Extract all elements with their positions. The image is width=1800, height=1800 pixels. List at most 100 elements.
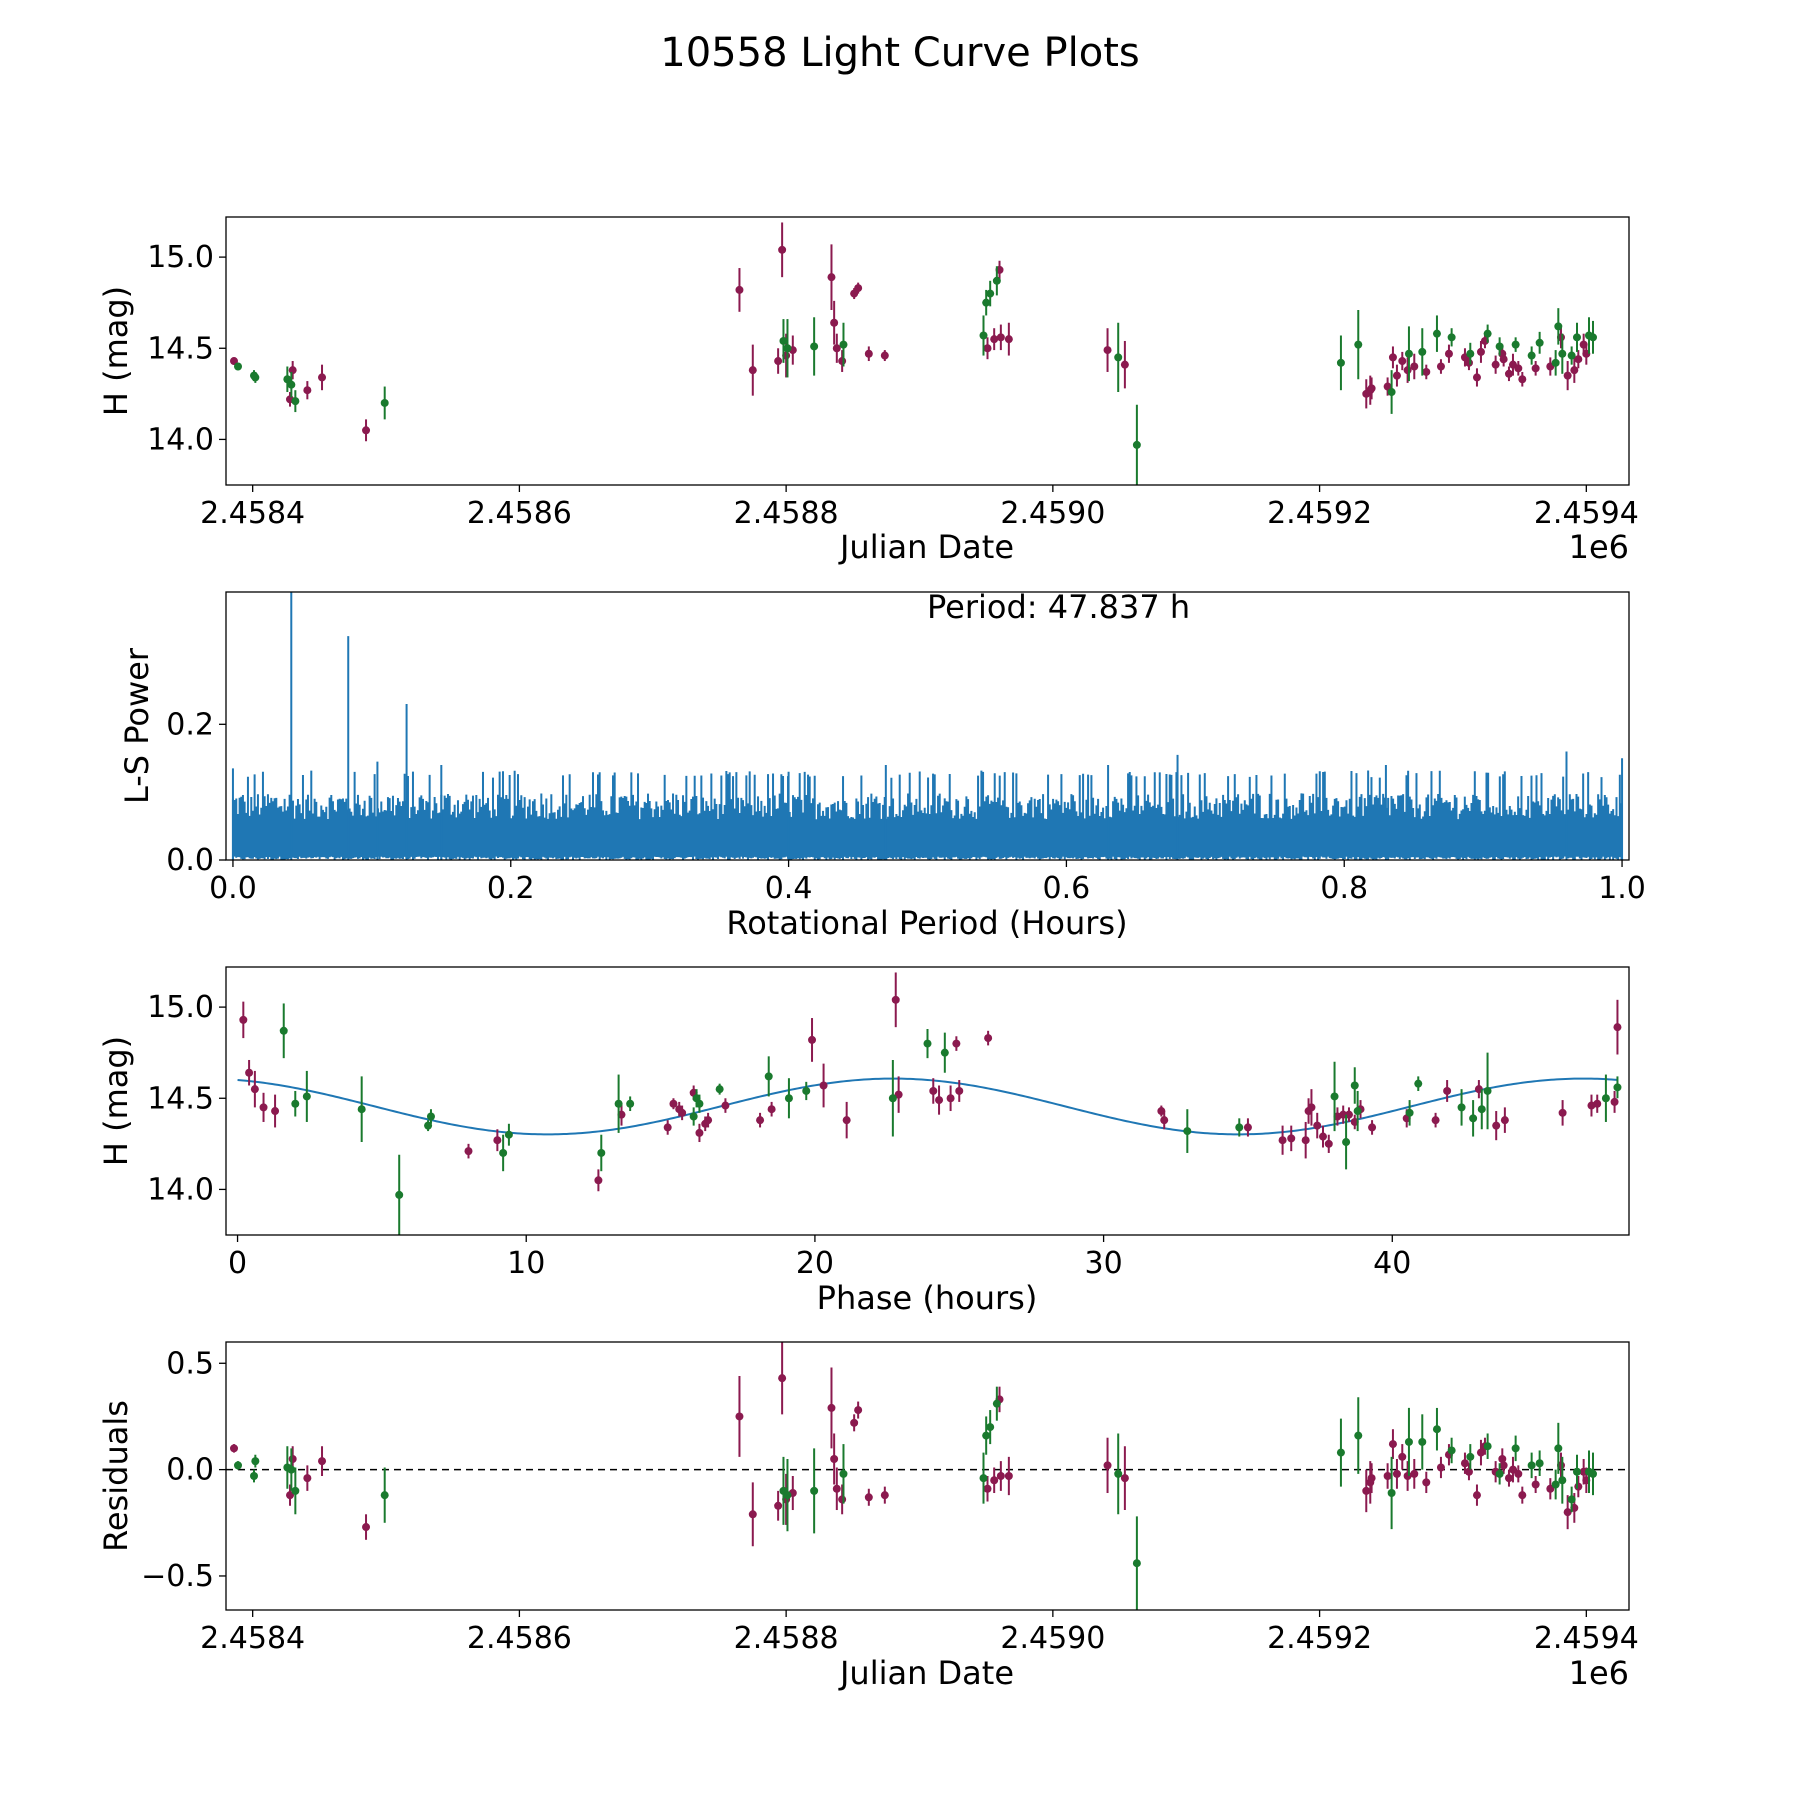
lightcurve-point	[1574, 355, 1583, 364]
phased-point	[464, 1147, 473, 1156]
phased-xtick-label: 20	[796, 1246, 834, 1281]
lightcurve-point	[1572, 333, 1581, 342]
lightcurve-point	[1383, 382, 1392, 391]
lightcurve-point	[778, 245, 787, 254]
phased-point	[888, 1094, 897, 1103]
phased-point	[663, 1123, 672, 1132]
phased-point	[493, 1136, 502, 1145]
phased-point	[935, 1096, 944, 1105]
lightcurve-point	[735, 285, 744, 294]
residuals-point	[1103, 1461, 1112, 1470]
phased-point	[669, 1099, 678, 1108]
lightcurve-point	[779, 336, 788, 345]
residuals-point	[1464, 1467, 1473, 1476]
periodogram-xtick-label: 0.4	[765, 871, 813, 906]
lightcurve-point	[1558, 349, 1567, 358]
periodogram-annotation: Period: 47.837 h	[927, 588, 1190, 626]
lightcurve-xtick-label: 2.4590	[1000, 496, 1105, 531]
residuals-point	[827, 1403, 836, 1412]
phased-point	[1457, 1103, 1466, 1112]
lightcurve-marks	[230, 222, 1597, 485]
residuals-point	[990, 1476, 999, 1485]
periodogram-xtick-label: 0.8	[1320, 871, 1368, 906]
residuals-point	[286, 1491, 295, 1500]
lightcurve-point	[1483, 329, 1492, 338]
residuals-point	[1558, 1476, 1567, 1485]
phased-point	[395, 1190, 404, 1199]
lightcurve-point	[251, 373, 260, 382]
figure-title: 10558 Light Curve Plots	[660, 30, 1139, 76]
lightcurve-point	[1388, 353, 1397, 362]
residuals-point	[735, 1412, 744, 1421]
phased-panel: 0 10 20 30 40 14.0 14.5 15.0 Phase (hours) H (m…	[97, 966, 1630, 1317]
residuals-point	[983, 1484, 992, 1493]
lightcurve-panel: 2.4584 2.4586 2.4588 2.4590 2.4592 2.4594 14.0…	[97, 216, 1639, 566]
residuals-panel: 2.4584 2.4586 2.4588 2.4590 2.4592 2.4594 −0.5…	[97, 1341, 1639, 1692]
residuals-ylabel: Residuals	[97, 1400, 135, 1552]
phased-point	[1353, 1107, 1362, 1116]
residuals-point	[1531, 1480, 1540, 1489]
residuals-marks	[226, 1342, 1629, 1610]
residuals-point	[778, 1374, 787, 1383]
phased-point	[689, 1112, 698, 1121]
periodogram-xtick-label: 0.2	[487, 871, 535, 906]
lightcurve-point	[982, 298, 991, 307]
phased-point	[245, 1068, 254, 1077]
lightcurve-point	[1514, 364, 1523, 373]
lightcurve-point	[1527, 351, 1536, 360]
residuals-xtick-label: 2.4592	[1267, 1621, 1372, 1656]
lightcurve-point	[986, 289, 995, 298]
phased-point	[715, 1085, 724, 1094]
lightcurve-point	[1504, 369, 1513, 378]
lightcurve-point	[1499, 355, 1508, 364]
lightcurve-point	[1535, 338, 1544, 347]
periodogram-xtick-label: 0.6	[1043, 871, 1091, 906]
phased-point	[1160, 1116, 1169, 1125]
lightcurve-point	[1114, 353, 1123, 362]
lightcurve-point	[1495, 342, 1504, 351]
lightcurve-point	[1004, 335, 1013, 344]
residuals-point	[1554, 1444, 1563, 1453]
lightcurve-point	[230, 357, 239, 366]
residuals-point	[1466, 1452, 1475, 1461]
phased-xtick-label: 10	[507, 1246, 545, 1281]
lightcurve-ytick-label: 15.0	[147, 240, 214, 275]
lightcurve-point	[1567, 351, 1576, 360]
lightcurve-point	[1476, 347, 1485, 356]
phased-point	[1558, 1108, 1567, 1117]
phased-point	[1287, 1134, 1296, 1143]
residuals-point	[1392, 1469, 1401, 1478]
periodogram-marks	[231, 592, 1624, 860]
phased-point	[955, 1086, 964, 1095]
phased-point	[259, 1103, 268, 1112]
residuals-point	[1120, 1474, 1129, 1483]
phased-point	[721, 1101, 730, 1110]
phased-point	[1500, 1116, 1509, 1125]
phased-point	[1342, 1138, 1351, 1147]
lightcurve-point	[234, 362, 243, 371]
lightcurve-point	[830, 318, 839, 327]
periodogram-xtick-label: 1.0	[1598, 871, 1646, 906]
residuals-point	[1404, 1437, 1413, 1446]
residuals-xtick-label: 2.4590	[1000, 1621, 1105, 1656]
periodogram-ticks: 0.0 0.2 0.4 0.6 0.8 1.0 0.0 0.2	[166, 707, 1646, 906]
lightcurve-point	[1392, 371, 1401, 380]
residuals-point	[982, 1431, 991, 1440]
phased-point	[1278, 1136, 1287, 1145]
residuals-point	[1460, 1459, 1469, 1468]
lightcurve-point	[1466, 349, 1475, 358]
lightcurve-point	[1132, 440, 1141, 449]
phased-point	[819, 1081, 828, 1090]
lightcurve-ytick-label: 14.5	[147, 331, 214, 366]
residuals-point	[1387, 1489, 1396, 1498]
phased-point	[1443, 1086, 1452, 1095]
residuals-point	[1336, 1448, 1345, 1457]
phased-point	[499, 1148, 508, 1157]
phased-ytick-label: 14.0	[147, 1172, 214, 1207]
lightcurve-point	[827, 273, 836, 282]
residuals-point	[1514, 1469, 1523, 1478]
phased-point	[1483, 1086, 1492, 1095]
phased-point	[1601, 1094, 1610, 1103]
lightcurve-point	[1570, 366, 1579, 375]
